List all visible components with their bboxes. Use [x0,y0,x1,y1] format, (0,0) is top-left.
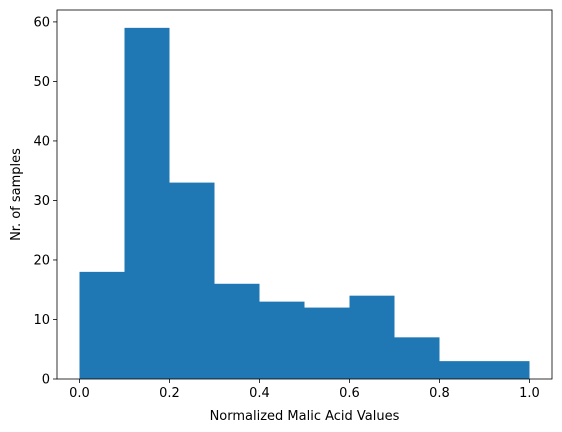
x-tick-label-0: 0.0 [69,386,90,401]
histogram-bar-6 [349,295,395,379]
x-tick-label-2: 0.4 [249,386,270,401]
histogram-bar-1 [124,27,170,380]
axes-frame [56,9,553,380]
y-tick-label-4: 40 [33,134,50,149]
histogram-bar-0 [79,271,125,379]
x-tick-label-5: 1.0 [519,386,540,401]
x-tick-label-1: 0.2 [159,386,180,401]
histogram-bar-4 [259,301,305,379]
y-tick-label-2: 20 [33,253,50,268]
y-axis-label: Nr. of samples [9,148,24,241]
y-tick-label-6: 60 [33,15,50,30]
y-axis-ticks: 0 10 20 30 40 50 60 [33,15,57,388]
histogram-bar-9 [484,361,530,379]
bars-group [79,27,530,380]
x-tick-label-3: 0.6 [339,386,360,401]
y-tick-label-5: 50 [33,75,50,90]
x-tick-label-4: 0.8 [429,386,450,401]
histogram-bar-8 [439,361,485,379]
y-tick-label-3: 30 [33,194,50,209]
histogram-bar-2 [169,182,215,379]
histogram-bar-5 [304,307,350,379]
x-axis-ticks: 0.0 0.2 0.4 0.6 0.8 1.0 [69,379,540,401]
histogram-bar-7 [394,337,440,379]
y-tick-label-0: 0 [42,373,50,388]
histogram-bar-3 [214,283,260,379]
y-tick-label-1: 10 [33,313,50,328]
x-axis-label: Normalized Malic Acid Values [210,409,400,424]
